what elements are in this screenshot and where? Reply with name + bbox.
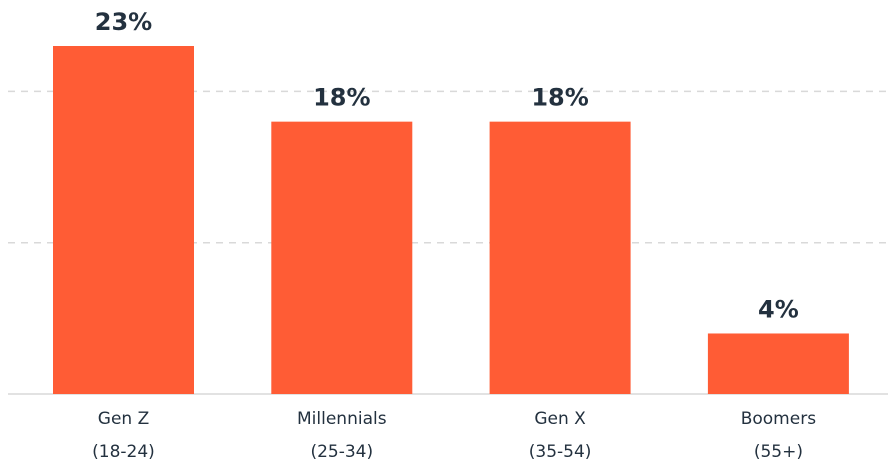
bar-2: [489, 121, 631, 395]
category-range-2: (35-54): [529, 442, 592, 462]
bar-0: [53, 46, 194, 394]
bar-3: [707, 333, 849, 394]
category-label-3: Boomers: [741, 409, 816, 429]
bars: [53, 46, 849, 395]
value-label-3: 4%: [758, 295, 799, 323]
value-label-0: 23%: [95, 8, 152, 36]
value-label-2: 18%: [531, 84, 588, 112]
category-range-3: (55+): [754, 442, 803, 462]
category-label-2: Gen X: [534, 409, 586, 429]
value-label-1: 18%: [313, 84, 370, 112]
category-range-1: (25-34): [310, 442, 373, 462]
labels: 23% Gen Z (18-24) 18% Millennials (25-34) 18% G…: [92, 8, 816, 462]
category-label-1: Millennials: [297, 409, 387, 429]
category-range-0: (18-24): [92, 442, 155, 462]
category-label-0: Gen Z: [98, 409, 149, 429]
bar-1: [271, 121, 413, 395]
